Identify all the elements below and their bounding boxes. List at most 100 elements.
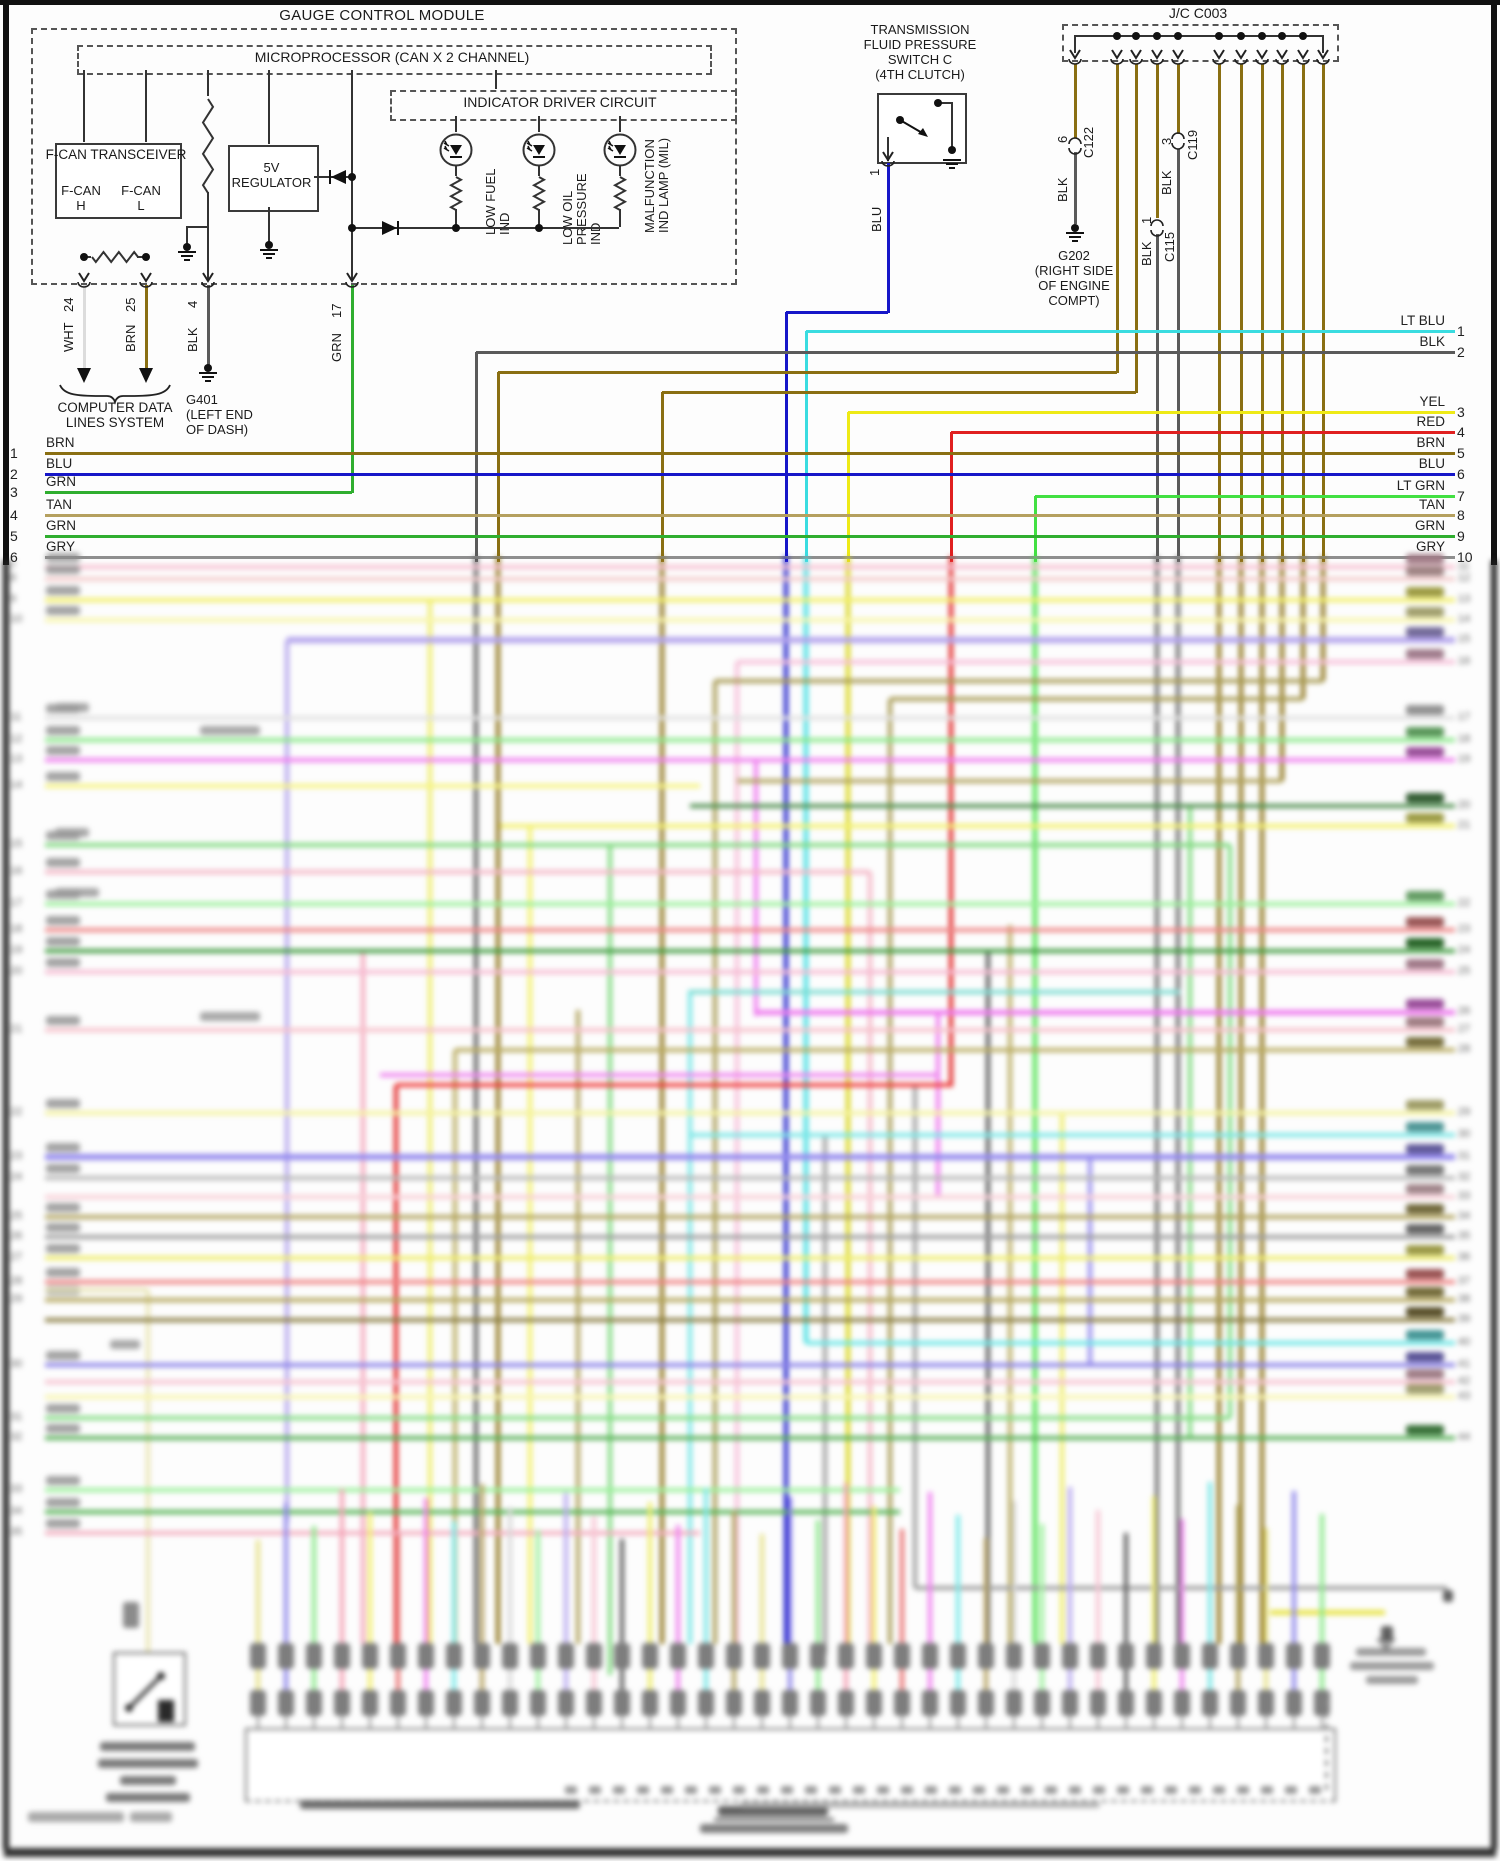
blur-wire-row bbox=[500, 824, 1455, 828]
connector-drop-wire bbox=[396, 1535, 400, 1643]
ground-symbol bbox=[181, 255, 193, 257]
blur-wire-vertical bbox=[1155, 556, 1159, 1644]
connector-pin-blob bbox=[1230, 1643, 1246, 1669]
connector-pin-blob bbox=[418, 1690, 434, 1716]
row-wire-grn-left bbox=[45, 491, 352, 494]
text-smudge bbox=[1381, 1626, 1393, 1640]
blur-left-number: 31 bbox=[10, 1411, 23, 1423]
blur-left-number: 21 bbox=[10, 1023, 23, 1035]
fcan-l-label: F-CAN L bbox=[121, 183, 161, 213]
arrowhead-down bbox=[139, 368, 153, 383]
junction-dot bbox=[204, 364, 212, 372]
connector-pin-blob bbox=[1118, 1690, 1134, 1716]
wire-vertical bbox=[785, 312, 788, 562]
blur-wire-vertical bbox=[1176, 556, 1180, 1644]
led-indicator-icon bbox=[603, 133, 637, 167]
connector-stub bbox=[929, 1716, 931, 1728]
connector-drop-wire bbox=[1180, 1519, 1184, 1643]
blur-wire-row bbox=[45, 598, 1455, 602]
inline-connector-symbol bbox=[1150, 219, 1164, 237]
text-smudge bbox=[55, 703, 89, 712]
connector-pin-blob bbox=[1174, 1690, 1190, 1716]
junction-dot bbox=[1278, 32, 1286, 40]
blur-left-code bbox=[46, 1143, 80, 1152]
blur-right-number: 29 bbox=[1458, 1106, 1471, 1118]
blur-left-code bbox=[46, 1244, 80, 1253]
connector-drop-wire bbox=[452, 1521, 456, 1643]
connector-pin-tick bbox=[829, 1786, 841, 1794]
led-indicator-icon bbox=[439, 133, 473, 167]
indicator-driver-box bbox=[390, 90, 737, 121]
connector-drop-wire bbox=[1264, 1528, 1268, 1643]
connector-pin-tick bbox=[805, 1786, 817, 1794]
blur-left-number: 22 bbox=[10, 1106, 23, 1118]
blur-right-code bbox=[1406, 1144, 1444, 1154]
connector-drop-wire2 bbox=[1180, 1669, 1184, 1690]
connector-pin-blob bbox=[642, 1690, 658, 1716]
text-smudge bbox=[300, 1800, 580, 1809]
wire-vertical bbox=[1322, 64, 1325, 562]
connector-drop-wire2 bbox=[1320, 1669, 1324, 1690]
row-number-right: 10 bbox=[1457, 549, 1473, 565]
connector-pin-blob bbox=[1062, 1690, 1078, 1716]
connector-stub bbox=[901, 1716, 903, 1728]
connector-pin-tick bbox=[613, 1786, 625, 1794]
blur-wire-vertical bbox=[496, 556, 500, 1644]
indicator-driver-label: INDICATOR DRIVER CIRCUIT bbox=[463, 94, 657, 110]
connector-drop-wire bbox=[676, 1525, 680, 1643]
bottom-switch-text-smudge bbox=[100, 1742, 195, 1751]
blur-right-number: 22 bbox=[1458, 897, 1471, 909]
blur-wire-row bbox=[45, 1416, 1230, 1420]
blur-left-number: 12 bbox=[10, 733, 23, 745]
text-smudge bbox=[1443, 1590, 1453, 1602]
blur-left-code bbox=[46, 606, 80, 615]
blur-wire-vertical bbox=[846, 556, 850, 1644]
junction-dot bbox=[183, 243, 191, 251]
blur-wire-vertical bbox=[949, 556, 953, 1087]
blur-left-code bbox=[46, 1016, 80, 1025]
ground-symbol-bottom-right bbox=[1380, 1643, 1392, 1645]
connector-pin-blob bbox=[642, 1643, 658, 1669]
connector-drop-wire2 bbox=[1208, 1669, 1212, 1690]
connector-drop-wire2 bbox=[732, 1669, 736, 1690]
connector-stub bbox=[509, 1716, 511, 1728]
internal-wire bbox=[207, 70, 209, 96]
blur-wire-row bbox=[737, 779, 1282, 783]
text-smudge bbox=[110, 1340, 140, 1349]
frame-left-blur bbox=[3, 560, 9, 1850]
connector-pin-blob bbox=[362, 1643, 378, 1669]
blur-wire-row bbox=[45, 1154, 1455, 1160]
junction-dot bbox=[348, 224, 356, 232]
wire-horizontal bbox=[498, 371, 1117, 374]
connector-drop-wire2 bbox=[256, 1669, 260, 1690]
connector-pin-tick bbox=[709, 1786, 721, 1794]
connector-pin-blob bbox=[810, 1643, 826, 1669]
wire-vertical bbox=[351, 285, 354, 493]
connector-stub bbox=[341, 1716, 343, 1728]
connector-pin-tick bbox=[925, 1786, 937, 1794]
blur-right-code bbox=[1406, 1245, 1444, 1255]
pin-symbol bbox=[1234, 49, 1248, 65]
junction-dot bbox=[265, 241, 273, 249]
blur-wire-row bbox=[45, 784, 700, 788]
blur-wire-row bbox=[45, 1510, 900, 1514]
internal-wire bbox=[619, 116, 621, 132]
connector-pin-blob bbox=[670, 1690, 686, 1716]
blur-wire-vertical bbox=[453, 1050, 457, 1644]
row-label-right: BLK bbox=[1419, 334, 1445, 349]
internal-wire bbox=[351, 227, 619, 229]
blur-left-number: 23 bbox=[10, 1150, 23, 1162]
blur-left-number: 19 bbox=[10, 944, 23, 956]
text-smudge bbox=[700, 1824, 848, 1833]
connector-pin-blob bbox=[530, 1690, 546, 1716]
blur-right-number: 28 bbox=[1458, 1043, 1471, 1055]
blur-right-number: 39 bbox=[1458, 1313, 1471, 1325]
connector-drop-wire2 bbox=[984, 1669, 988, 1690]
brace-symbol bbox=[59, 384, 171, 405]
junction-dot bbox=[1215, 32, 1223, 40]
connector-stub bbox=[1181, 1716, 1183, 1728]
row-wire-blk bbox=[476, 351, 1455, 354]
pin-symbol bbox=[201, 272, 215, 288]
internal-wire bbox=[937, 102, 951, 104]
inline-connector-symbol bbox=[1068, 137, 1082, 155]
